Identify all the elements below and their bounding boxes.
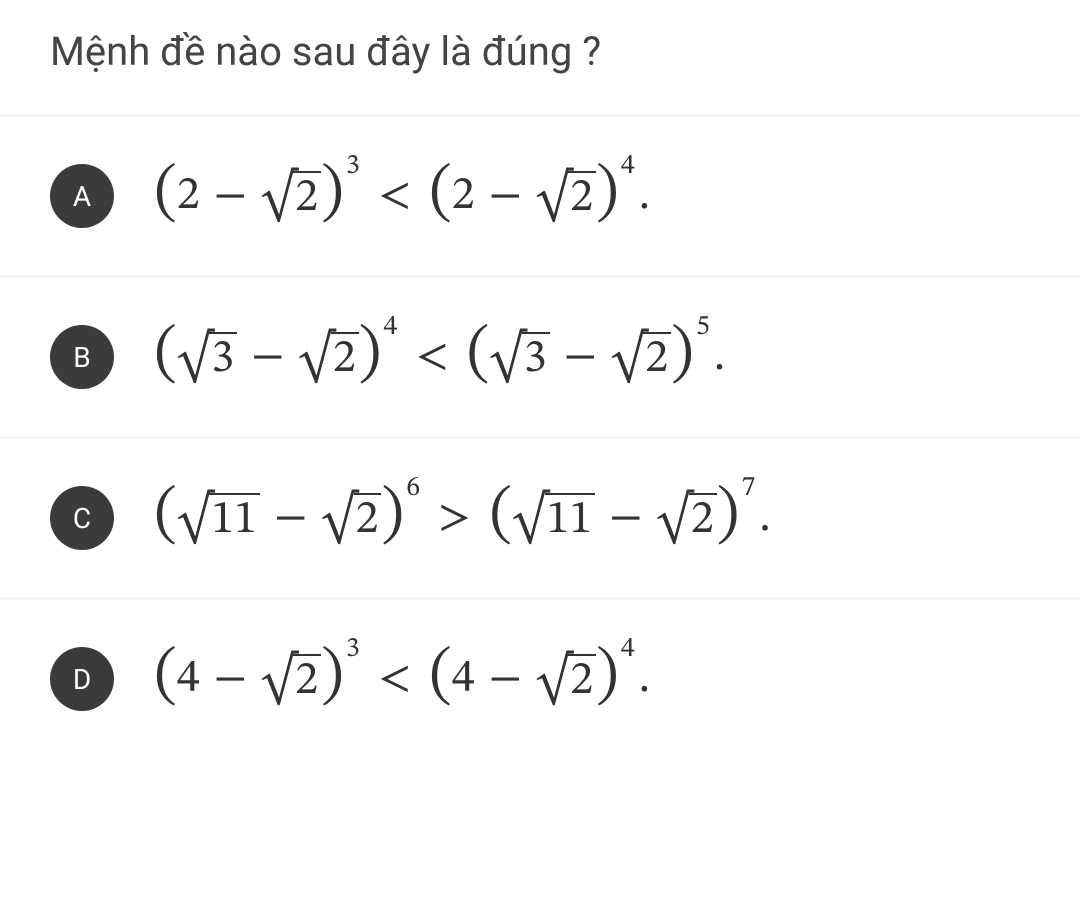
sqrt: √ 3 xyxy=(177,332,237,382)
radical-icon: √ xyxy=(261,175,298,221)
rhs-sqrt: 2 xyxy=(568,654,596,704)
minus-op: − xyxy=(214,650,247,708)
radical-icon: √ xyxy=(536,658,573,704)
radical-icon: √ xyxy=(656,497,693,543)
relation: < xyxy=(415,328,448,386)
option-badge-d: D xyxy=(50,647,114,711)
lhs-base: 11 xyxy=(209,493,260,543)
radical-icon: √ xyxy=(261,658,298,704)
sqrt: √ 2 xyxy=(611,332,671,382)
sqrt: √ 2 xyxy=(261,654,321,704)
option-expression-c: ( √ 11 − √ 2 ) 6 > ( √ 11 − √ 2 ) 7 . xyxy=(154,486,771,550)
rhs-sqrt: 2 xyxy=(568,171,596,221)
rhs-exp: 5 xyxy=(696,310,710,345)
right-paren: ) xyxy=(321,162,344,226)
relation: < xyxy=(378,167,411,225)
rhs-sqrt: 2 xyxy=(643,332,671,382)
radical-icon: √ xyxy=(298,336,335,382)
right-paren: ) xyxy=(717,484,740,548)
radical-icon: √ xyxy=(536,175,573,221)
period: . xyxy=(639,167,650,225)
lhs-sqrt: 2 xyxy=(354,493,382,543)
option-row-d[interactable]: D ( 4 − √ 2 ) 3 < ( 4 − √ 2 ) 4 . xyxy=(0,599,1080,759)
sqrt: √ 3 xyxy=(489,332,549,382)
radical-icon: √ xyxy=(177,497,214,543)
question-text: Mệnh đề nào sau đây là đúng ? xyxy=(50,28,1030,75)
right-paren: ) xyxy=(359,323,382,387)
period: . xyxy=(714,328,725,386)
lhs-base: 3 xyxy=(209,332,237,382)
option-row-b[interactable]: B ( √ 3 − √ 2 ) 4 < ( √ 3 − √ 2 ) 5 . xyxy=(0,277,1080,438)
minus-op: − xyxy=(274,489,307,547)
relation: > xyxy=(438,489,471,547)
radical-icon: √ xyxy=(611,336,648,382)
left-paren: ( xyxy=(154,162,177,226)
left-paren: ( xyxy=(429,645,452,709)
period: . xyxy=(639,650,650,708)
lhs-sqrt: 2 xyxy=(293,171,321,221)
option-letter: B xyxy=(73,341,90,374)
rhs-exp: 4 xyxy=(621,632,635,667)
right-paren: ) xyxy=(671,323,694,387)
option-expression-d: ( 4 − √ 2 ) 3 < ( 4 − √ 2 ) 4 . xyxy=(154,647,650,711)
radical-icon: √ xyxy=(177,336,214,382)
sqrt: √ 2 xyxy=(656,493,716,543)
right-paren: ) xyxy=(596,162,619,226)
period: . xyxy=(759,489,770,547)
option-row-c[interactable]: C ( √ 11 − √ 2 ) 6 > ( √ 11 − √ 2 ) 7 . xyxy=(0,438,1080,599)
lhs-exp: 3 xyxy=(346,632,360,667)
option-letter: D xyxy=(73,663,91,696)
right-paren: ) xyxy=(381,484,404,548)
lhs-base: 2 xyxy=(177,173,200,219)
minus-op: − xyxy=(214,167,247,225)
rhs-base: 11 xyxy=(545,493,596,543)
question-block: Mệnh đề nào sau đây là đúng ? xyxy=(0,0,1080,116)
left-paren: ( xyxy=(489,484,512,548)
minus-op: − xyxy=(489,167,522,225)
rhs-sqrt: 2 xyxy=(689,493,717,543)
sqrt: √ 2 xyxy=(298,332,358,382)
right-paren: ) xyxy=(321,645,344,709)
sqrt: √ 2 xyxy=(536,171,596,221)
rhs-base: 2 xyxy=(452,173,475,219)
right-paren: ) xyxy=(596,645,619,709)
radical-icon: √ xyxy=(489,336,526,382)
option-row-a[interactable]: A ( 2 − √ 2 ) 3 < ( 2 − √ 2 ) 4 . xyxy=(0,116,1080,277)
lhs-sqrt: 2 xyxy=(293,654,321,704)
sqrt: √ 2 xyxy=(261,171,321,221)
left-paren: ( xyxy=(466,323,489,387)
option-letter: C xyxy=(73,502,91,535)
left-paren: ( xyxy=(154,323,177,387)
left-paren: ( xyxy=(154,484,177,548)
option-badge-b: B xyxy=(50,325,114,389)
rhs-exp: 4 xyxy=(621,149,635,184)
option-letter: A xyxy=(73,180,91,213)
sqrt: √ 2 xyxy=(321,493,381,543)
minus-op: − xyxy=(251,328,284,386)
sqrt: √ 11 xyxy=(177,493,260,543)
option-expression-a: ( 2 − √ 2 ) 3 < ( 2 − √ 2 ) 4 . xyxy=(154,164,650,228)
lhs-exp: 4 xyxy=(383,310,397,345)
lhs-exp: 6 xyxy=(406,471,420,506)
rhs-base: 3 xyxy=(522,332,550,382)
left-paren: ( xyxy=(154,645,177,709)
option-badge-a: A xyxy=(50,164,114,228)
minus-op: − xyxy=(609,489,642,547)
option-expression-b: ( √ 3 − √ 2 ) 4 < ( √ 3 − √ 2 ) 5 . xyxy=(154,325,725,389)
lhs-base: 4 xyxy=(177,656,200,702)
left-paren: ( xyxy=(429,162,452,226)
relation: < xyxy=(378,650,411,708)
rhs-exp: 7 xyxy=(741,471,755,506)
lhs-sqrt: 2 xyxy=(331,332,359,382)
sqrt: √ 11 xyxy=(512,493,595,543)
radical-icon: √ xyxy=(512,497,549,543)
option-badge-c: C xyxy=(50,486,114,550)
minus-op: − xyxy=(489,650,522,708)
lhs-exp: 3 xyxy=(346,149,360,184)
minus-op: − xyxy=(564,328,597,386)
radical-icon: √ xyxy=(321,497,358,543)
sqrt: √ 2 xyxy=(536,654,596,704)
rhs-base: 4 xyxy=(452,656,475,702)
